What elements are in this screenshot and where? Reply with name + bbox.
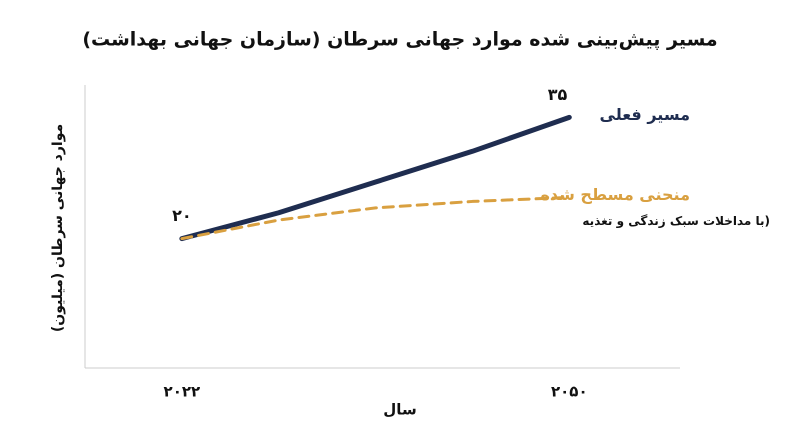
legend-label: منحنی مسطح شده: [540, 185, 690, 204]
legend-label: مسیر فعلی: [600, 105, 690, 124]
data-label: ۳۵: [548, 85, 568, 104]
data-label: ۲۰: [172, 206, 192, 225]
series-note: (با مداخلات سبک زندگی و تغذیه: [582, 214, 770, 229]
y-axis-label: موارد جهانی سرطان (میلیون): [50, 124, 66, 332]
x-tick-label: ۲۰۵۰: [551, 383, 588, 401]
series-line: [179, 114, 572, 242]
chart-title: مسیر پیش‌بینی شده موارد جهانی سرطان (ساز…: [82, 29, 717, 51]
x-tick-label: ۲۰۲۲: [164, 383, 201, 401]
series-line: [180, 195, 571, 241]
x-axis-label: سال: [383, 401, 416, 419]
